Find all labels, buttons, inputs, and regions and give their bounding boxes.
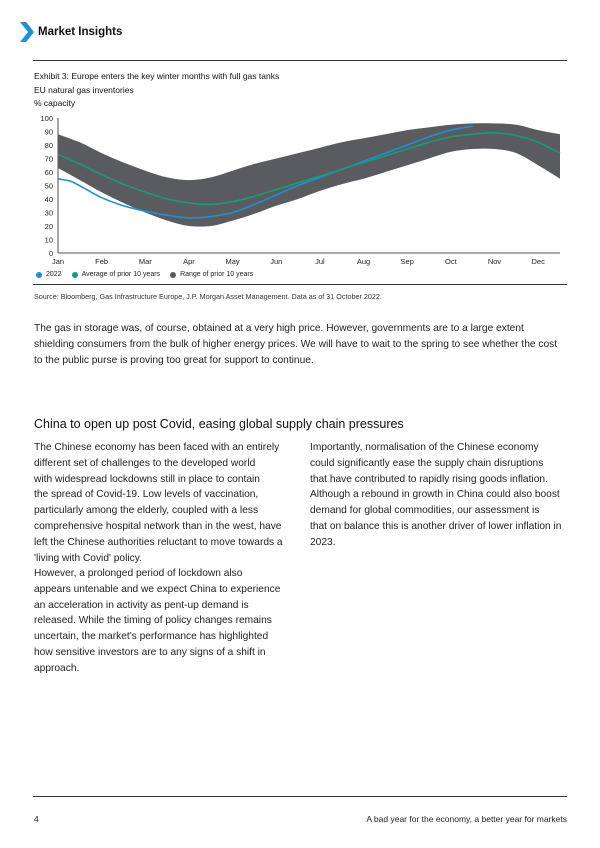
exhibit-subtitle: EU natural gas inventories [34, 85, 134, 95]
y-tick-label: 50 [45, 182, 53, 191]
x-tick-label: Nov [488, 257, 502, 266]
left-p1-line: particularly among the elderly, coupled … [34, 505, 259, 517]
y-tick-label: 70 [45, 155, 53, 164]
x-tick-label: May [226, 257, 240, 266]
exhibit-title: Exhibit 3: Europe enters the key winter … [34, 71, 280, 81]
y-tick-label: 30 [45, 209, 53, 218]
left-p2-line: released. While the timing of policy cha… [34, 615, 272, 627]
footer-doc-title: A bad year for the economy, a better yea… [366, 814, 567, 824]
left-p1-line: left the Chinese authorities reluctant t… [34, 536, 283, 548]
left-p1-line: The Chinese economy has been faced with … [34, 442, 280, 453]
x-tick-label: Sep [401, 257, 414, 266]
legend-dot-icon [36, 271, 42, 278]
legend-label: Range of prior 10 years [180, 271, 254, 278]
right-p1-line: Importantly, normalisation of the Chines… [310, 442, 539, 453]
left-p2-line: appears untenable and we expect China to… [34, 583, 281, 595]
right-paragraph-1: Importantly, normalisation of the Chines… [310, 440, 561, 551]
right-p1-line: 2023. [310, 536, 336, 548]
legend-label: Average of prior 10 years [81, 271, 161, 278]
intro-line: The gas in storage was, of course, obtai… [34, 323, 524, 334]
right-p1-line: that on balance this is another driver o… [310, 520, 562, 532]
exhibit-unit: % capacity [34, 98, 76, 108]
left-p1-line: the spread of Covid-19. Low levels of va… [34, 489, 259, 501]
intro-line: to the public purse is proving too great… [34, 354, 314, 366]
left-p2-line: approach. [34, 662, 80, 674]
left-p2-line: an acceleration in activity as pent-up d… [34, 599, 249, 611]
y-tick-label: 10 [45, 236, 53, 245]
x-tick-label: Mar [139, 257, 152, 266]
x-tick-label: Jun [270, 257, 282, 266]
x-tick-label: Feb [95, 257, 108, 266]
y-tick-label: 100 [40, 114, 53, 123]
right-p1-line: could significantly ease the supply chai… [310, 457, 544, 469]
footer-divider [33, 796, 567, 797]
x-tick-label: Jan [52, 257, 64, 266]
y-tick-label: 40 [45, 195, 53, 204]
gas-inventory-chart: 0 10 20 30 40 50 60 70 80 90 100 Jan Feb Mar Apr May Jun… [40, 114, 561, 266]
y-tick-label: 80 [45, 141, 53, 150]
legend-item: Range of prior 10 years [170, 271, 253, 278]
intro-paragraph: The gas in storage was, of course, obtai… [34, 321, 557, 368]
x-tick-label: Oct [445, 257, 458, 266]
x-tick-label: Dec [532, 257, 546, 266]
left-p1-line: 'living with Covid' policy. [34, 552, 142, 564]
x-tick-label: Aug [357, 257, 370, 266]
intro-line: shielding consumers from the bulk of hig… [34, 338, 558, 350]
range-area [58, 123, 560, 227]
series-line-average [57, 131, 561, 206]
legend-dot-icon [71, 271, 78, 278]
right-p1-line: demand for global commodities, our asses… [310, 505, 540, 517]
x-tick-label: Jul [315, 257, 325, 266]
left-paragraph-1: The Chinese economy has been faced with … [34, 440, 283, 566]
page-number: 4 [34, 814, 39, 824]
right-p1-line: that have contributed to rapidly rising … [310, 473, 548, 485]
source-note: Source: Bloomberg, Gas Infrastructure Eu… [34, 292, 382, 301]
legend-label: 2022 [46, 271, 62, 278]
y-tick-label: 0 [49, 249, 53, 258]
left-p2-line: However, a prolonged period of lockdown … [34, 568, 243, 579]
left-p1-line: different set of challenges to the devel… [34, 457, 256, 469]
left-p2-line: uncertain, the market's performance has … [34, 631, 269, 643]
legend-item: 2022 [36, 271, 62, 278]
y-tick-label: 90 [45, 128, 53, 137]
chart-legend: 2022 Average of prior 10 years Range of pr… [36, 271, 263, 278]
legend-item: Average of prior 10 years [71, 271, 161, 278]
top-divider [33, 60, 567, 61]
x-tick-label: Apr [183, 257, 195, 266]
header: Market Insights [20, 22, 122, 42]
y-tick-label: 20 [45, 222, 53, 231]
left-paragraph-2: However, a prolonged period of lockdown … [34, 566, 280, 677]
right-p1-line: Although a rebound in growth in China co… [310, 489, 560, 501]
left-p1-line: with widespread lockdowns still in place… [34, 473, 260, 485]
chart-divider [33, 284, 567, 285]
series-line-2022 [57, 125, 473, 219]
legend-dot-icon [170, 271, 177, 278]
left-p2-line: how sensitive investors are to any signs… [34, 646, 266, 658]
chevron-logo-icon [20, 22, 34, 42]
y-tick-label: 60 [45, 168, 53, 177]
brand-title: Market Insights [38, 26, 123, 38]
left-p1-line: comprehensive hospital network than in t… [34, 520, 282, 532]
section-title: China to open up post Covid, easing glob… [34, 417, 404, 431]
